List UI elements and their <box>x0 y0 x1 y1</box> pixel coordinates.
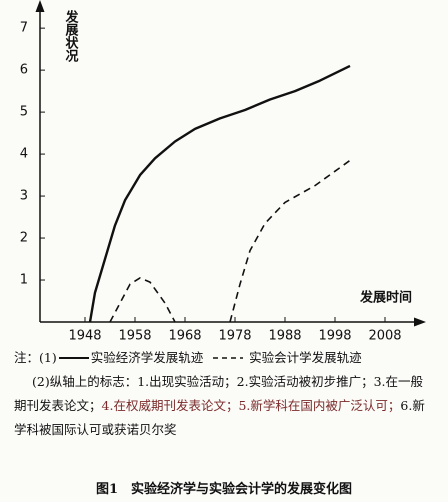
y-tick-label: 5 <box>20 105 28 120</box>
x-tick-label: 1948 <box>68 329 101 341</box>
series-line <box>109 159 351 323</box>
x-tick-label: 2008 <box>368 329 401 341</box>
y-tick-label: 3 <box>20 189 28 204</box>
series-line <box>88 64 351 323</box>
marks-intro: (2)纵轴上的标志： <box>32 374 138 389</box>
y-tick-label: 2 <box>20 231 28 246</box>
x-tick-label: 1978 <box>218 329 251 341</box>
y-tick-label: 4 <box>20 147 28 162</box>
mark-item: 5.新学科在国内被广泛认可； <box>238 398 401 413</box>
y-tick-label: 1 <box>20 273 28 288</box>
legend-dashed <box>213 357 244 359</box>
mark-item: 1.出现实验活动； <box>137 374 237 389</box>
mark-item: 6.新学科被国际认可或获诺贝尔奖 <box>14 398 425 437</box>
mark-item: 4.在权威期刊发表论文； <box>101 398 239 413</box>
marks: (2)纵轴上的标志：1.出现实验活动；2.实验活动被初步推广；3.在一般期刊发表… <box>14 374 425 437</box>
x-tick-label: 1968 <box>168 329 201 341</box>
legend-label: 实验会计学发展轨迹 <box>249 350 362 365</box>
legend-solid <box>58 357 89 359</box>
notes-prefix: 注：(1) <box>14 350 57 365</box>
x-tick-label: 1958 <box>118 329 151 341</box>
mark-item: 3.在一般期刊发表论文； <box>14 374 424 413</box>
legend-label: 实验经济学发展轨迹 <box>90 350 204 365</box>
chart: 发展状况 发展时间 1 2 3 4 5 6 7 1948 1958 1968 1978 1988 199… <box>20 0 426 344</box>
notes: 注：(1) 实验经济学发展轨迹 实验会计学发展轨迹 (2)纵轴上的标志：1.出现实… <box>14 346 434 442</box>
y-tick-label: 7 <box>20 21 28 36</box>
x-tick-label: 1998 <box>318 329 351 341</box>
mark-item: 2.实验活动被初步推广； <box>236 374 374 389</box>
y-tick-label: 6 <box>20 63 28 78</box>
y-axis-label: 发展状况 <box>63 9 80 63</box>
x-tick-label: 1988 <box>268 329 301 341</box>
caption: 图1 实验经济学与实验会计学的发展变化图 <box>95 482 353 497</box>
x-axis-label: 发展时间 <box>359 290 412 306</box>
